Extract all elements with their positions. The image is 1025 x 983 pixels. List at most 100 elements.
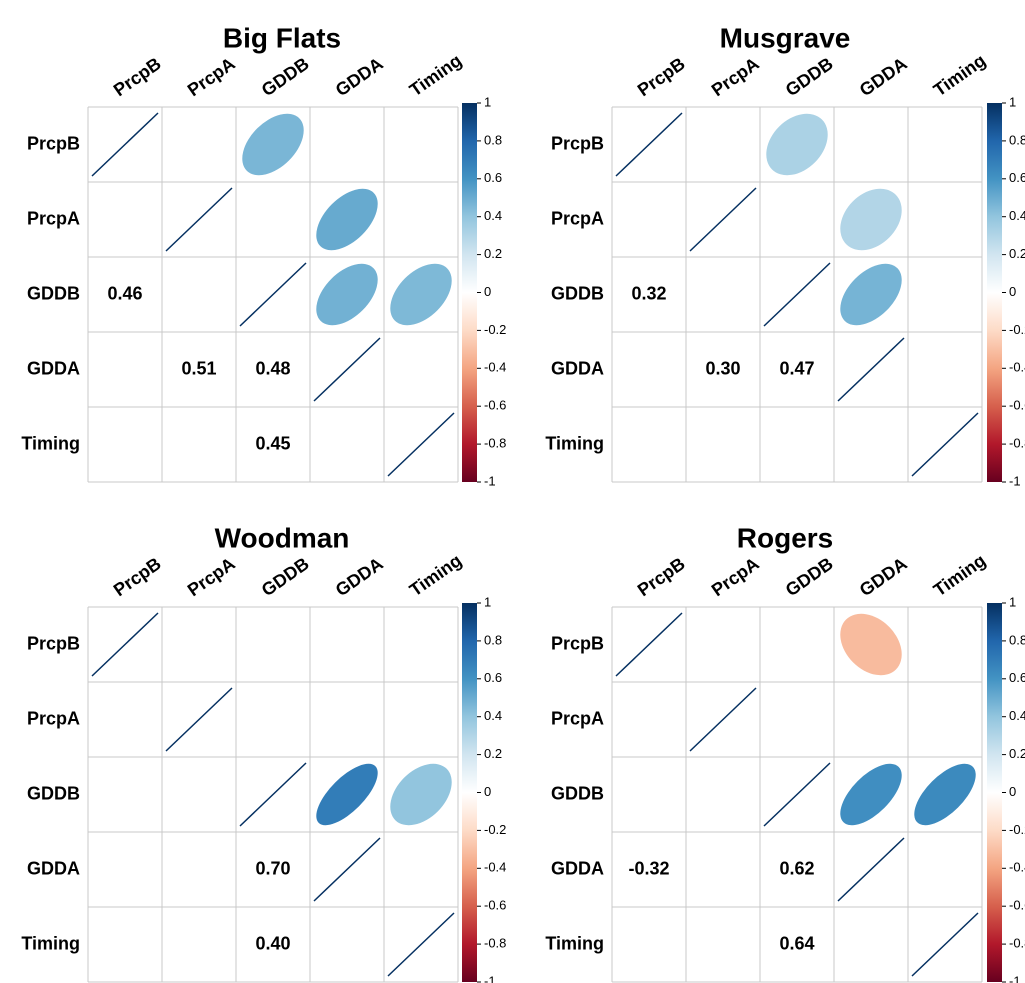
row-label: GDDA — [551, 858, 604, 878]
colorbar-tick-label: -0.6 — [1009, 898, 1025, 913]
colorbar-tick-label: -0.4 — [484, 360, 506, 375]
column-label: GDDA — [856, 553, 911, 600]
diagonal-line — [387, 412, 455, 477]
correlation-value-label: 0.51 — [181, 358, 216, 378]
colorbar-tick-label: 0.8 — [484, 632, 502, 647]
correlation-ellipse — [316, 763, 378, 826]
diagonal-line — [239, 262, 307, 327]
row-label: GDDB — [27, 283, 80, 303]
row-label: PrcpA — [27, 208, 80, 228]
colorbar-tick-label: 0.4 — [484, 708, 502, 723]
row-label: PrcpB — [551, 633, 604, 653]
colorbar — [987, 103, 1002, 482]
row-label: GDDB — [551, 783, 604, 803]
correlation-value-label: 0.46 — [107, 283, 142, 303]
row-label: Timing — [21, 433, 80, 453]
correlation-value-label: 0.64 — [779, 933, 814, 953]
panel-title: Woodman — [215, 522, 350, 553]
colorbar-tick-label: 0 — [484, 284, 491, 299]
row-label: Timing — [545, 433, 604, 453]
diagonal-line — [313, 337, 381, 402]
colorbar-tick-label: -0.4 — [1009, 360, 1025, 375]
row-label: Timing — [545, 933, 604, 953]
colorbar-tick-label: -0.2 — [1009, 822, 1025, 837]
correlation-ellipse — [766, 113, 828, 176]
column-label: GDDA — [332, 553, 387, 600]
column-label: PrcpB — [110, 53, 165, 100]
colorbar-tick-label: 0.6 — [1009, 170, 1025, 185]
column-label: GDDB — [258, 53, 313, 100]
colorbar-tick-label: 0.8 — [484, 132, 502, 147]
colorbar-tick-label: -0.6 — [484, 898, 506, 913]
correlation-ellipse — [840, 613, 902, 676]
row-label: PrcpA — [27, 708, 80, 728]
colorbar-tick-label: -0.4 — [1009, 860, 1025, 875]
diagonal-line — [837, 837, 905, 902]
diagonal-line — [165, 687, 233, 752]
column-label: Timing — [930, 50, 990, 100]
colorbar-tick-label: 0.6 — [484, 670, 502, 685]
row-label: GDDB — [27, 783, 80, 803]
diagonal-line — [165, 187, 233, 252]
column-label: PrcpA — [184, 553, 239, 600]
colorbar-tick-label: -0.8 — [484, 436, 506, 451]
correlation-panel: Big Flats PrcpB PrcpA GDDB GDDA Timing PrcpB Pr… — [21, 22, 506, 488]
correlation-value-label: -0.32 — [628, 858, 669, 878]
column-label: PrcpA — [708, 553, 763, 600]
correlation-value-label: 0.47 — [779, 358, 814, 378]
column-label: PrcpB — [634, 553, 689, 600]
colorbar-tick-label: 0.4 — [484, 208, 502, 223]
correlation-value-label: 0.40 — [255, 933, 290, 953]
diagonal-line — [91, 612, 159, 677]
correlation-ellipse — [840, 263, 902, 326]
colorbar-tick-label: -0.2 — [484, 322, 506, 337]
column-label: PrcpB — [110, 553, 165, 600]
colorbar-tick-label: 0.2 — [484, 246, 502, 261]
colorbar — [462, 603, 477, 982]
colorbar-tick-label: -0.6 — [484, 398, 506, 413]
row-label: PrcpB — [27, 133, 80, 153]
colorbar-tick-label: 0.2 — [484, 746, 502, 761]
row-label: Timing — [21, 933, 80, 953]
colorbar — [987, 603, 1002, 982]
colorbar-tick-label: -1 — [484, 973, 496, 983]
column-label: PrcpB — [634, 53, 689, 100]
colorbar-tick-label: 0.6 — [1009, 670, 1025, 685]
colorbar-tick-label: 1 — [1009, 594, 1016, 609]
colorbar-tick-label: 1 — [484, 594, 491, 609]
correlation-value-label: 0.48 — [255, 358, 290, 378]
diagonal-line — [763, 762, 831, 827]
panel-title: Big Flats — [223, 22, 341, 53]
diagonal-line — [689, 187, 757, 252]
colorbar-tick-label: -0.6 — [1009, 398, 1025, 413]
colorbar-tick-label: 0.4 — [1009, 208, 1025, 223]
column-label: PrcpA — [708, 53, 763, 100]
column-label: GDDB — [782, 53, 837, 100]
correlation-ellipse — [316, 263, 378, 326]
row-label: GDDA — [551, 358, 604, 378]
correlation-panel: Rogers PrcpB PrcpA GDDB GDDA Timing PrcpB PrcpA… — [545, 522, 1025, 983]
diagonal-line — [615, 112, 683, 177]
colorbar-tick-label: -0.2 — [1009, 322, 1025, 337]
colorbar-tick-label: 0 — [1009, 284, 1016, 299]
colorbar-tick-label: -0.4 — [484, 860, 506, 875]
row-label: PrcpA — [551, 208, 604, 228]
colorbar-tick-label: 0.2 — [1009, 746, 1025, 761]
colorbar-tick-label: 0.2 — [1009, 246, 1025, 261]
correlation-ellipse — [840, 188, 902, 251]
diagonal-line — [615, 612, 683, 677]
diagonal-line — [387, 912, 455, 977]
column-label: Timing — [406, 50, 466, 100]
correlation-ellipse — [242, 113, 304, 176]
diagonal-line — [911, 912, 979, 977]
colorbar-tick-label: 0 — [484, 784, 491, 799]
colorbar-tick-label: 1 — [1009, 94, 1016, 109]
diagonal-line — [763, 262, 831, 327]
colorbar-tick-label: 1 — [484, 94, 491, 109]
row-label: PrcpB — [551, 133, 604, 153]
correlation-value-label: 0.62 — [779, 858, 814, 878]
correlation-ellipse — [316, 188, 378, 251]
diagonal-line — [313, 837, 381, 902]
row-label: GDDB — [551, 283, 604, 303]
